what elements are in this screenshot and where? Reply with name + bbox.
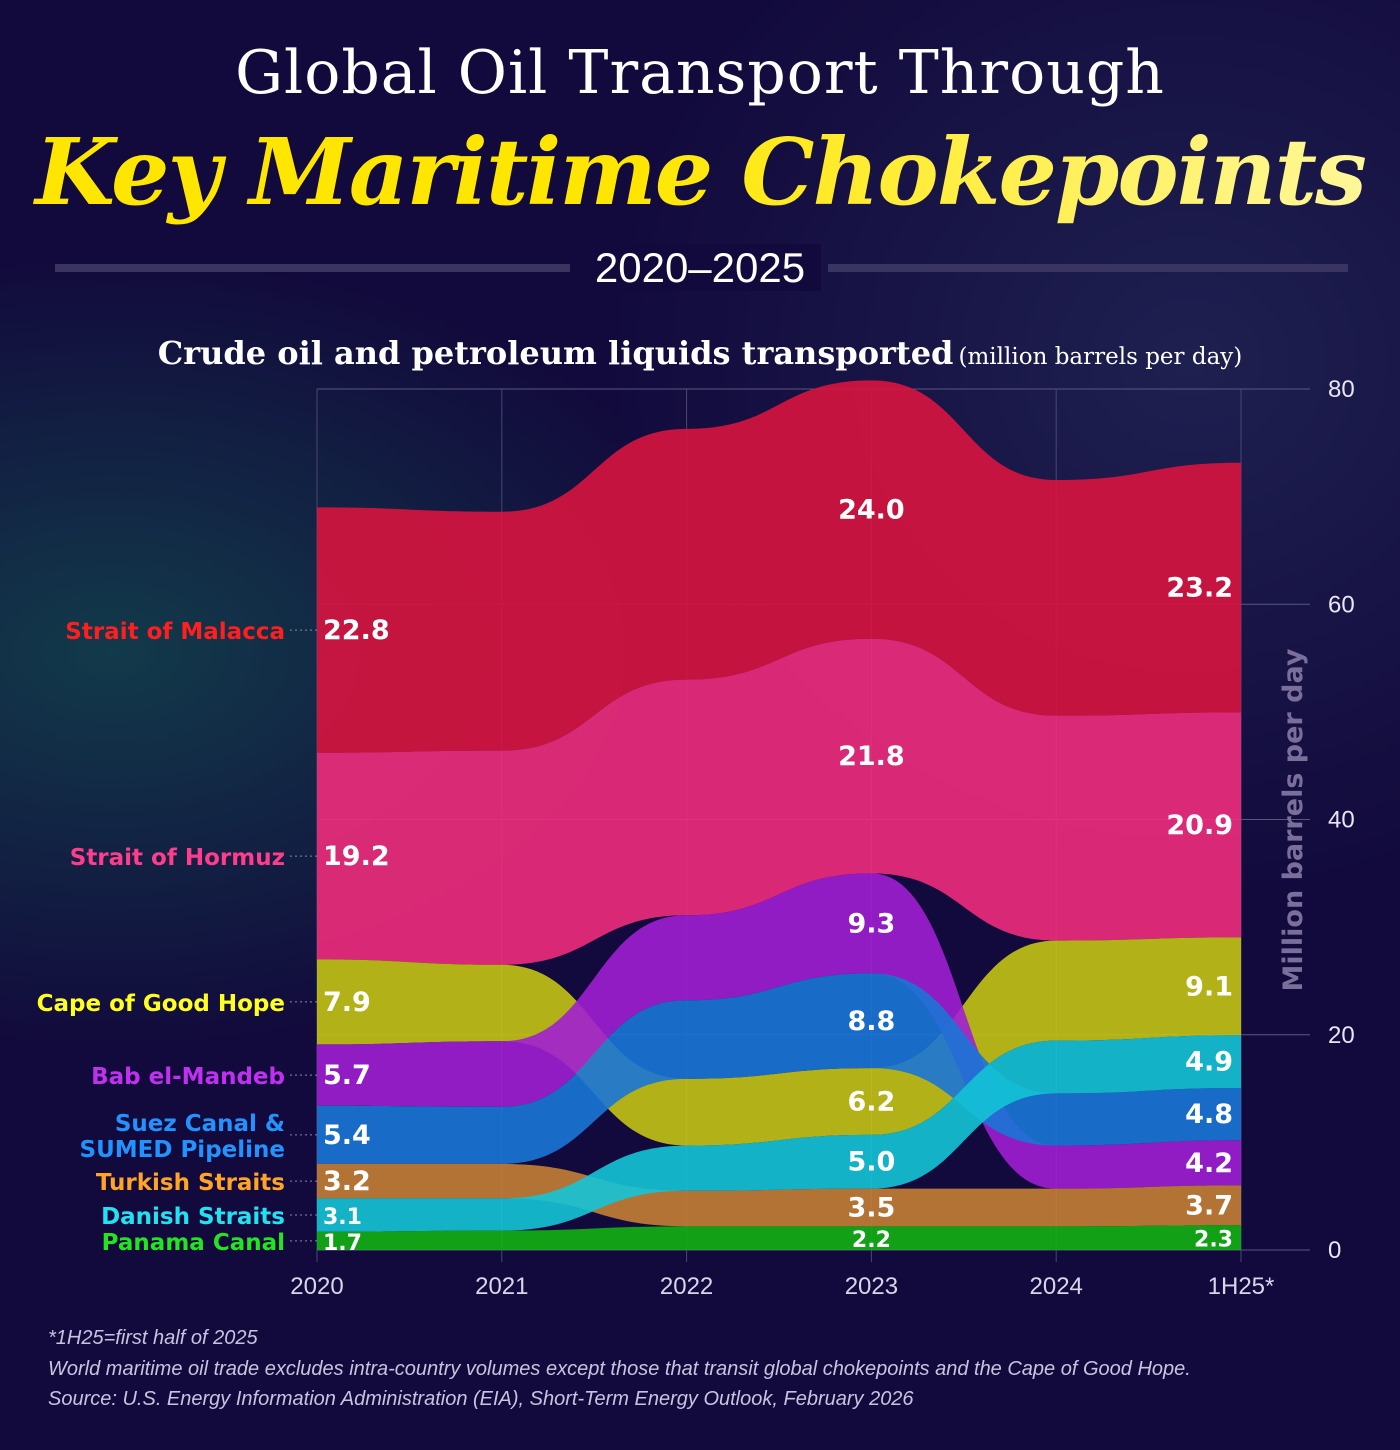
data-label: 4.9 [1185,1047,1233,1078]
band-cape-of-good-hope [317,937,1241,1146]
series-label: SUMED Pipeline [80,1137,285,1163]
data-label: 8.8 [847,1006,895,1037]
data-label: 2.3 [1194,1228,1233,1253]
data-label: 24.0 [838,495,905,526]
chart-subtitle: Crude oil and petroleum liquids transpor… [0,334,1400,372]
series-label: Danish Straits [101,1204,285,1230]
x-tick-label: 2021 [475,1273,528,1300]
y-tick-label: 40 [1328,807,1355,834]
y-tick-label: 20 [1328,1022,1355,1049]
title-line-2: Key Maritime Chokepoints [0,118,1400,226]
series-label: Suez Canal & [115,1111,285,1137]
data-label: 5.4 [323,1120,371,1151]
subtitle-main: Crude oil and petroleum liquids transpor… [157,334,954,372]
data-label: 3.7 [1185,1190,1233,1221]
band-danish-straits [317,1035,1241,1232]
y-tick-label: 60 [1328,591,1355,618]
data-label: 9.3 [847,908,895,939]
band-panama-canal [317,1225,1241,1250]
data-label: 5.7 [323,1060,371,1091]
subtitle-unit: (million barrels per day) [958,344,1243,370]
band-strait-of-malacca [317,380,1241,753]
series-label: Turkish Straits [96,1170,285,1196]
series-label: Strait of Malacca [65,619,285,645]
title-line-1: Global Oil Transport Through [235,38,1165,108]
series-label: Panama Canal [102,1230,285,1256]
data-label: 1.7 [323,1231,362,1256]
data-label: 20.9 [1166,810,1233,841]
band-turkish-straits [317,1163,1241,1227]
x-tick-label: 2020 [290,1273,343,1300]
data-label: 9.1 [1185,971,1233,1002]
data-label: 21.8 [838,741,905,772]
y-axis-label: Million barrels per day [1278,648,1309,991]
footnote-1h25: *1H25=first half of 2025 [48,1327,258,1349]
data-label: 4.8 [1185,1099,1233,1130]
series-label: Strait of Hormuz [70,845,285,871]
data-label: 3.1 [323,1205,362,1230]
data-label: 5.0 [847,1147,895,1178]
band-bab-el-mandeb [317,873,1241,1189]
data-label: 19.2 [323,841,390,872]
data-label: 2.2 [852,1228,891,1253]
data-label: 3.2 [323,1166,371,1197]
source-note: Source: U.S. Energy Information Administ… [48,1388,914,1410]
data-label: 23.2 [1166,573,1233,604]
series-label: Bab el-Mandeb [91,1064,285,1090]
x-tick-label: 1H25* [1208,1273,1275,1300]
x-tick-label: 2023 [845,1273,898,1300]
x-tick-label: 2022 [660,1273,713,1300]
data-label: 6.2 [847,1086,895,1117]
x-tick-label: 2024 [1030,1273,1083,1300]
divider-left [55,264,570,272]
data-label: 22.8 [323,615,390,646]
data-label: 4.2 [1185,1148,1233,1179]
divider-right [828,264,1348,272]
band-strait-of-hormuz [317,638,1241,965]
data-label: 3.5 [847,1192,895,1223]
year-range: 2020–2025 [0,244,1400,292]
y-tick-label: 0 [1328,1237,1341,1264]
y-tick-label: 80 [1328,376,1355,403]
data-label: 7.9 [323,987,371,1018]
series-label: Cape of Good Hope [37,991,285,1017]
footnote-scope: World maritime oil trade excludes intra-… [48,1358,1191,1380]
band-suez-canal-sumed-pipeline [317,973,1241,1164]
